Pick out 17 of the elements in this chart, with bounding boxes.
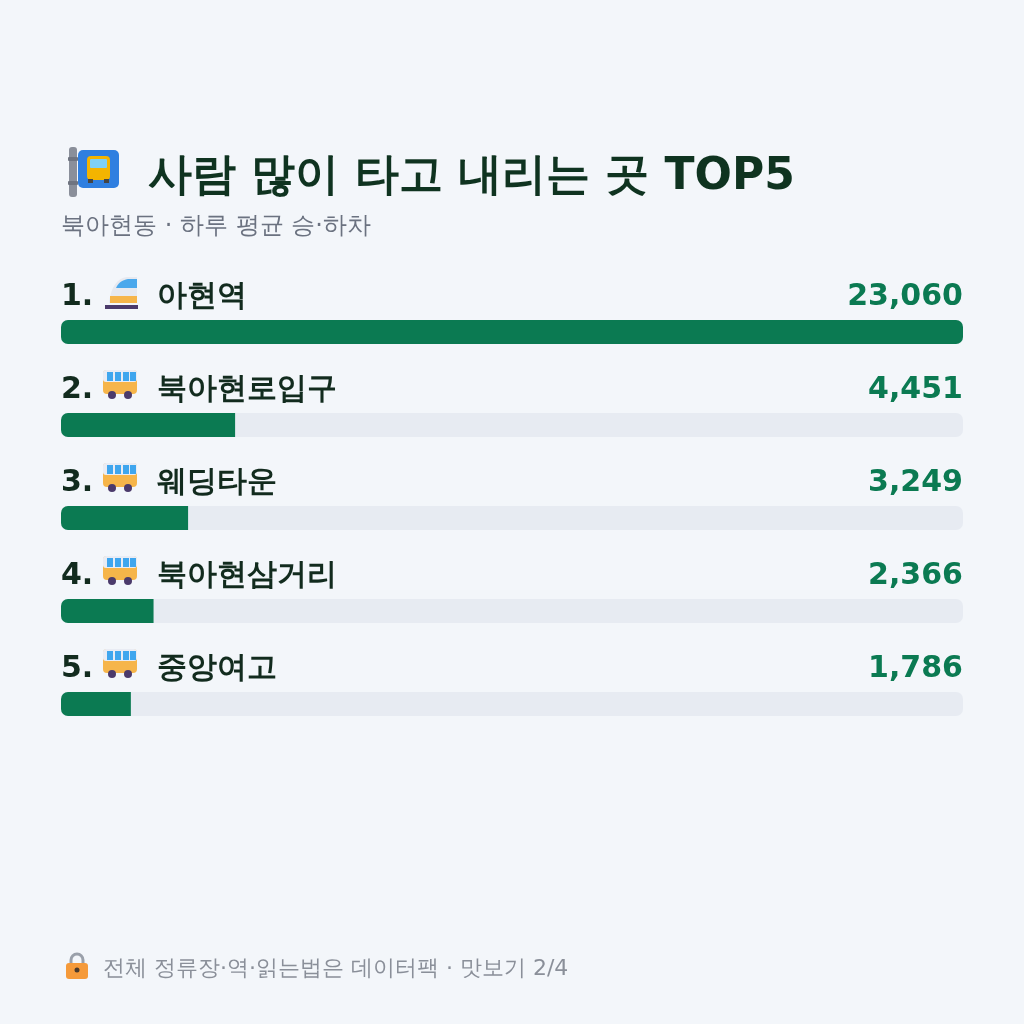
text: 전체 정류장·역·읽는법은 데이터팩 · 맛보기 2/4 [103, 955, 569, 980]
data-label: 1,786 [868, 649, 963, 684]
bar [61, 692, 131, 716]
data-label: 4,451 [868, 370, 963, 405]
bar [61, 599, 154, 623]
chart-subtitle: 북아현동 · 하루 평균 승·하차 [61, 211, 371, 239]
chart-title: 사람 많이 타고 내리는 곳 TOP5 [148, 148, 795, 199]
data-label: 3,249 [868, 463, 963, 498]
bar [61, 413, 236, 437]
category-label: 1. 아현역 [61, 277, 247, 312]
category-label: 4. 북아현삼거리 [61, 556, 337, 591]
category-label: 3. 웨딩타운 [61, 463, 277, 498]
category-label: 5. 중앙여고 [61, 649, 277, 684]
data-label: 23,060 [847, 277, 963, 312]
bar [61, 506, 189, 530]
data-label: 2,366 [868, 556, 963, 591]
category-label: 2. 북아현로입구 [61, 370, 337, 405]
